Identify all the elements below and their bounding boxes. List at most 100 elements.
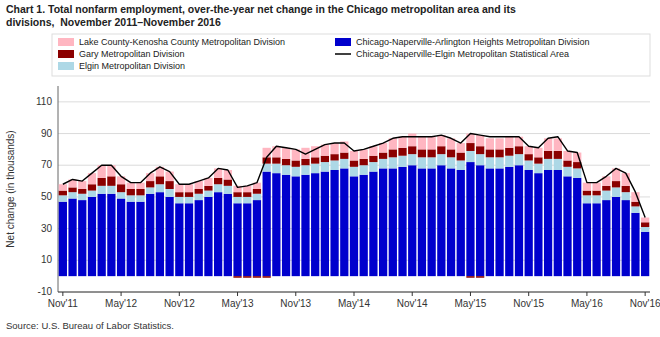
bar [408,133,416,134]
bar [583,195,591,203]
bar [398,167,406,276]
bar [379,168,387,276]
bar [360,175,368,276]
bar [272,146,280,157]
bar [641,222,649,227]
y-axis-line [58,86,59,292]
bar [505,167,513,276]
bar [282,175,290,276]
title-line: Chart 1. Total nonfarm employment, over-… [6,3,516,15]
bar [301,175,309,276]
bar [641,218,649,223]
bar [573,168,581,178]
bar [592,183,600,191]
bar [292,167,300,177]
bar [253,276,261,278]
bar [563,151,571,161]
bar [457,170,465,276]
bar [466,151,474,162]
bar [185,184,193,192]
bar [127,202,135,276]
bar [360,159,368,165]
bar [301,165,309,175]
bar [457,143,465,153]
bar [165,197,173,276]
bar [311,164,319,174]
bar [408,134,416,147]
x-tick-label: May'15 [454,298,486,309]
legend-frame [52,34,650,76]
line [63,134,645,218]
x-tick-label: May'12 [105,298,137,309]
bar [486,138,494,139]
x-tick [121,292,122,296]
bar [321,156,329,162]
title: Chart 1. Total nonfarm employment, over-… [6,3,516,28]
bar [563,160,571,166]
bar [175,192,183,197]
bar [59,195,67,201]
bar [117,184,125,192]
bar [233,197,241,203]
bar [175,184,183,192]
bar [369,162,377,172]
bar [253,189,261,194]
bar [525,146,533,154]
bar [641,227,649,232]
bar [466,276,474,278]
bar [311,173,319,276]
bar [195,194,203,200]
bar [515,137,523,147]
bar [486,168,494,276]
bar [243,276,251,278]
x-tick [179,292,180,296]
bar [78,189,86,194]
bar [398,156,406,167]
bar [515,146,523,154]
bar [495,138,503,139]
bar [505,156,513,167]
bar [272,164,280,174]
legend-label: Chicago-Naperville-Elgin Metropolitan St… [356,49,569,59]
bar [224,179,232,185]
bar [534,173,542,276]
bar [292,176,300,276]
y-tick-label: 50 [41,191,53,202]
bar [389,149,397,157]
bar [437,146,445,154]
bar [350,176,358,276]
bar [146,187,154,193]
bar [292,160,300,166]
bar [525,160,533,170]
legend-label: Gary Metropolitan Division [79,49,185,59]
bar [418,149,426,157]
bar [418,137,426,150]
bar [515,165,523,276]
x-tick-label: May'13 [222,298,254,309]
bar [253,194,261,200]
x-tick [412,292,413,296]
x-tick [62,292,63,296]
bar [136,183,144,189]
bar [592,195,600,203]
y-tick-label: 90 [41,128,53,139]
bar [631,213,639,276]
y-axis-label: Net change (in thousands) [5,130,16,247]
bar [175,203,183,276]
bar [534,148,542,158]
bar [59,191,67,196]
bar [622,200,630,276]
bar [554,151,562,159]
bar [534,164,542,174]
bar [340,153,348,159]
bar [525,170,533,276]
bar [447,168,455,276]
bar [321,162,329,172]
bar [437,154,445,165]
bar [233,276,241,278]
bar [340,159,348,169]
bar [68,192,76,198]
bar [253,200,261,276]
bar [360,149,368,159]
bar [350,160,358,166]
